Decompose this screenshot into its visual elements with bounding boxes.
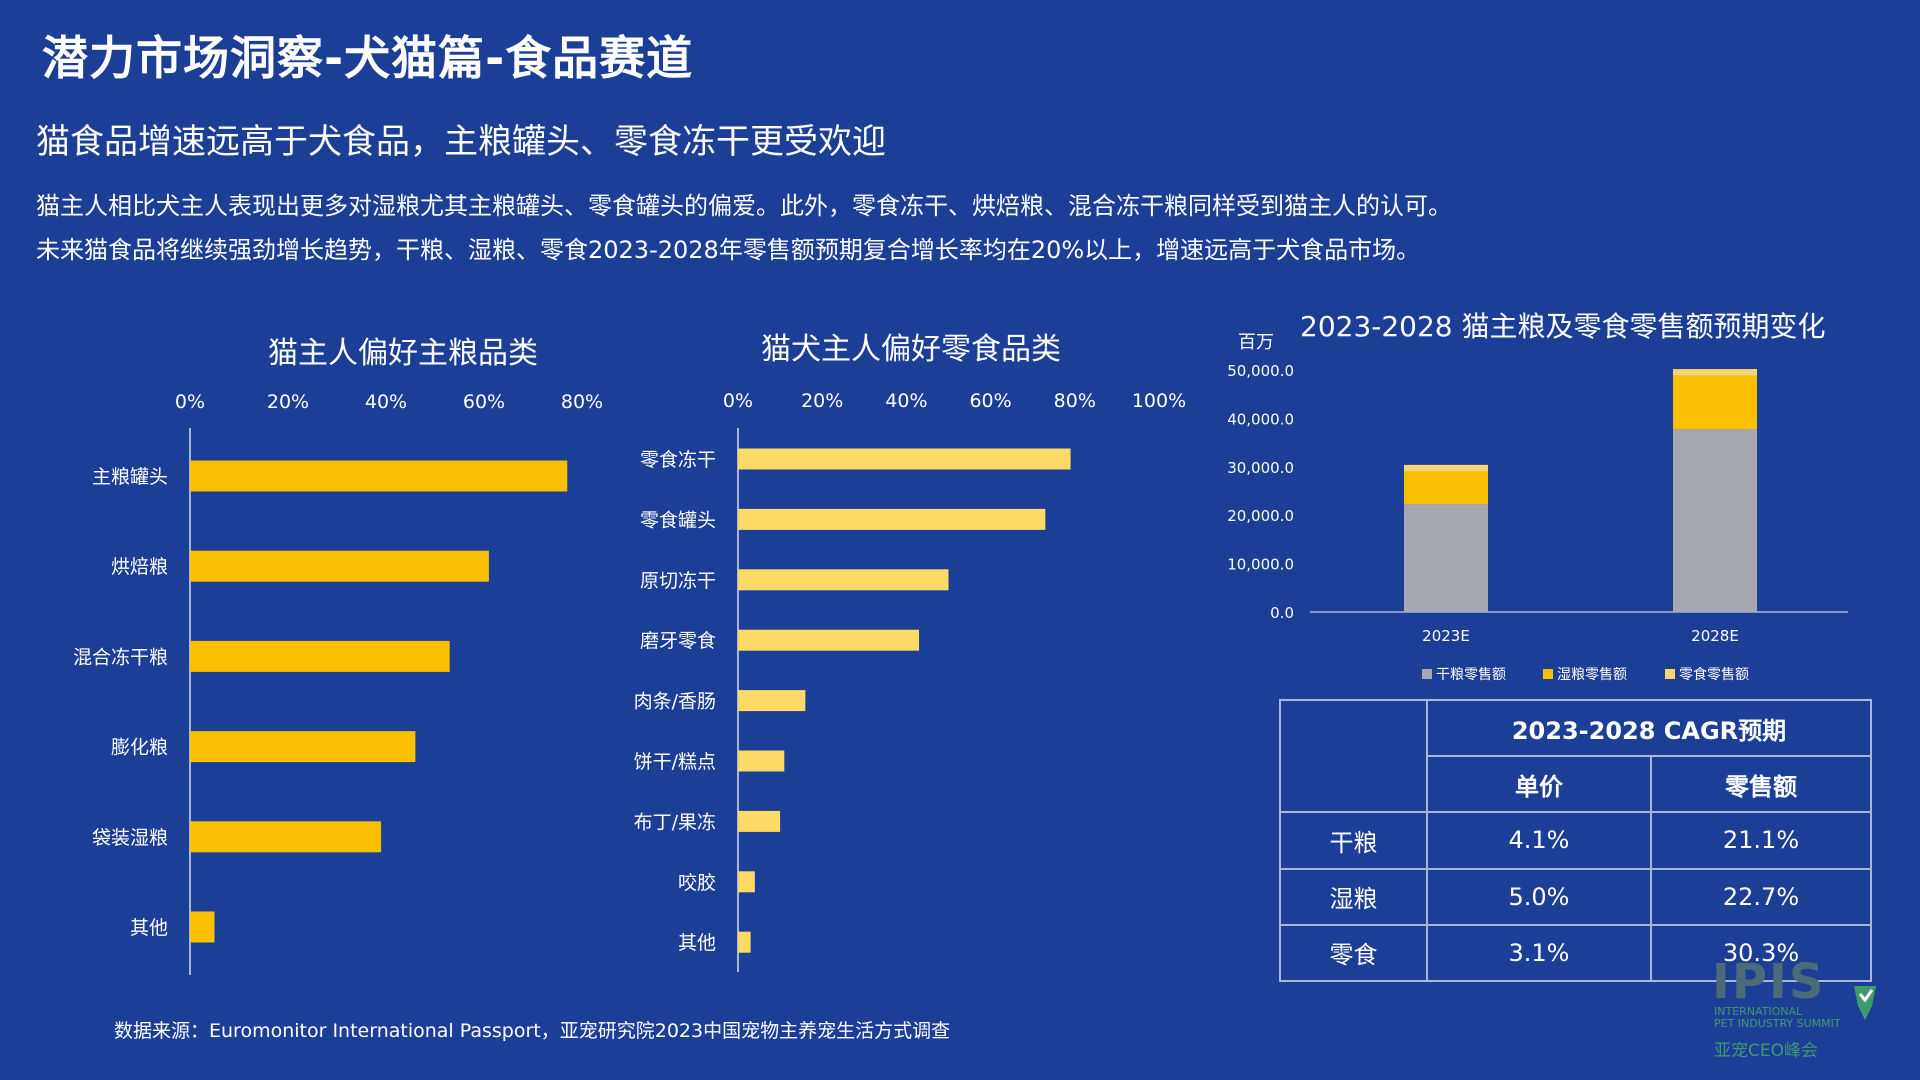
table-cell: 5.0%: [1426, 867, 1652, 926]
x-category-label: 2023E: [1422, 627, 1470, 645]
table-row-label: 湿粮: [1279, 867, 1428, 926]
x-tick-label: 60%: [969, 390, 1011, 412]
page-title: 潜力市场洞察-犬猫篇-食品赛道: [42, 31, 694, 85]
table-row: 湿粮 5.0% 22.7%: [1279, 867, 1872, 926]
bar: [738, 629, 920, 651]
sales-forecast-chart-title: 2023-2028 猫主粮及零食零售额预期变化: [1300, 310, 1826, 343]
table-cell: 22.7%: [1650, 867, 1872, 926]
description-line-2: 未来猫食品将继续强劲增长趋势，干粮、湿粮、零食2023-2028年零售额预期复合…: [36, 236, 1421, 264]
ipis-logo: IPIS INTERNATIONAL PET INDUSTRY SUMMIT 亚…: [1712, 938, 1892, 1061]
snack-bar-chart: 0% 20% 40% 60% 80% 100% 零食冻干零食罐头原切冻干磨牙零食肉条/香肠饼…: [634, 390, 1186, 972]
x-tick-label: 20%: [267, 391, 309, 413]
bar: [190, 460, 568, 492]
bar-segment-snack: [1404, 464, 1488, 472]
category-label: 零食冻干: [640, 449, 716, 471]
sales-forecast-unit-label: 百万: [1238, 332, 1274, 353]
category-label: 原切冻干: [640, 570, 716, 592]
logo-cn-name: 亚宠CEO峰会: [1714, 1041, 1818, 1061]
legend-label: 湿粮零售额: [1557, 667, 1627, 683]
legend-swatch: [1665, 669, 1675, 679]
table-cell: 30.3%: [1650, 923, 1872, 983]
logo-line-1: INTERNATIONAL: [1714, 1005, 1803, 1018]
table-header-unit-price: 单价: [1426, 755, 1652, 814]
logo-wordmark: IPIS: [1712, 954, 1826, 1010]
description-line-1: 猫主人相比犬主人表现出更多对湿粮尤其主粮罐头、零食罐头的偏爱。此外，零食冻干、烘…: [36, 192, 1452, 220]
bar: [738, 690, 806, 712]
table-row-label: 干粮: [1279, 811, 1428, 870]
bar: [738, 750, 785, 772]
category-label: 膨化粮: [111, 737, 168, 759]
x-tick-label: 0%: [175, 391, 205, 413]
category-label: 主粮罐头: [92, 466, 168, 488]
table-cell: 21.1%: [1650, 811, 1872, 870]
snack-chart-title: 猫犬主人偏好零食品类: [761, 332, 1061, 367]
x-tick-label: 0%: [723, 390, 753, 412]
legend-label: 零食零售额: [1679, 666, 1749, 683]
legend-swatch: [1543, 669, 1553, 679]
category-label: 烘焙粮: [111, 556, 168, 578]
y-tick-label: 50,000.0: [1227, 362, 1294, 380]
page-subtitle: 猫食品增速远高于犬食品，主粮罐头、零食冻干更受欢迎: [36, 122, 886, 162]
bar: [738, 931, 751, 953]
category-label: 其他: [130, 917, 168, 939]
category-label: 肉条/香肠: [634, 691, 716, 713]
cagr-table: 2023-2028 CAGR预期 单价 零售额 干粮 4.1% 21.1% 湿粮…: [1279, 698, 1872, 983]
bar: [738, 810, 781, 832]
bar: [190, 640, 450, 672]
category-label: 磨牙零食: [640, 630, 716, 652]
bar: [190, 550, 489, 582]
category-label: 袋装湿粮: [92, 827, 168, 849]
bar: [738, 569, 949, 591]
table-row: 单价 零售额: [1280, 755, 1872, 814]
logo-line-2: PET INDUSTRY SUMMIT: [1714, 1017, 1841, 1030]
legend-label: 干粮零售额: [1436, 667, 1506, 683]
category-label: 咬胶: [678, 872, 716, 894]
table-header-retail-sales: 零售额: [1650, 755, 1872, 814]
category-label: 其他: [678, 932, 716, 954]
table-title: 2023-2028 CAGR预期: [1426, 698, 1872, 758]
table-row: 2023-2028 CAGR预期: [1279, 698, 1872, 814]
bar: [738, 871, 755, 893]
x-tick-label: 80%: [1054, 390, 1096, 412]
bar-segment-snack: [1673, 369, 1757, 376]
y-tick-label: 20,000.0: [1227, 507, 1294, 525]
bar: [190, 731, 416, 763]
table-cell: 4.1%: [1426, 811, 1652, 870]
x-tick-label: 100%: [1132, 390, 1186, 412]
bar-segment-dry: [1673, 429, 1757, 612]
category-label: 零食罐头: [640, 509, 716, 531]
category-label: 饼干/糕点: [634, 751, 716, 773]
bar: [738, 448, 1071, 470]
logo-emblem-icon: [1854, 986, 1876, 1020]
y-tick-label: 30,000.0: [1227, 459, 1294, 477]
table-row: 干粮 4.1% 21.1%: [1279, 811, 1872, 870]
bar: [738, 508, 1046, 530]
x-tick-label: 60%: [463, 391, 505, 413]
x-tick-label: 20%: [801, 390, 843, 412]
category-label: 混合冻干粮: [73, 646, 168, 668]
data-source-note: 数据来源：Euromonitor International Passport，…: [114, 1020, 951, 1042]
y-tick-label: 10,000.0: [1227, 556, 1294, 574]
bar: [190, 821, 382, 853]
table-cell: 3.1%: [1426, 923, 1652, 983]
bar-segment-wet: [1673, 375, 1757, 430]
x-category-label: 2028E: [1691, 627, 1739, 645]
category-label: 布丁/果冻: [634, 811, 716, 833]
legend-swatch: [1422, 669, 1432, 679]
bar: [190, 911, 215, 943]
bar-segment-wet: [1404, 471, 1488, 505]
table-corner-cell: [1279, 698, 1428, 814]
table-row: 零食 3.1% 30.3%: [1279, 923, 1872, 983]
x-tick-label: 80%: [561, 391, 603, 413]
y-tick-label: 40,000.0: [1227, 410, 1294, 428]
x-tick-label: 40%: [885, 390, 927, 412]
y-tick-label: 0.0: [1270, 604, 1294, 622]
bar-segment-dry: [1404, 504, 1488, 612]
x-tick-label: 40%: [365, 391, 407, 413]
main-food-chart-title: 猫主人偏好主粮品类: [268, 336, 538, 371]
table-row-label: 零食: [1279, 923, 1428, 983]
sales-forecast-stacked-chart: 0.0 10,000.0 20,000.0 30,000.0 40,000.0 50,00…: [1227, 362, 1848, 683]
